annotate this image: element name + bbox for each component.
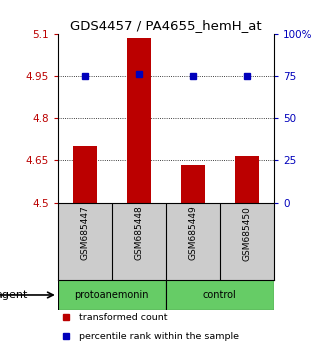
- Text: GSM685447: GSM685447: [80, 206, 89, 261]
- Text: transformed count: transformed count: [79, 313, 168, 322]
- Text: GSM685449: GSM685449: [188, 206, 197, 261]
- Bar: [235, 156, 259, 202]
- Bar: [73, 146, 97, 202]
- Text: GSM685450: GSM685450: [242, 206, 251, 261]
- Bar: [58, 280, 166, 310]
- Text: protoanemonin: protoanemonin: [75, 290, 149, 300]
- Text: control: control: [203, 290, 237, 300]
- Title: GDS4457 / PA4655_hemH_at: GDS4457 / PA4655_hemH_at: [70, 19, 262, 33]
- Bar: [127, 38, 151, 202]
- Text: GSM685448: GSM685448: [134, 206, 143, 261]
- Bar: [181, 165, 205, 202]
- Text: percentile rank within the sample: percentile rank within the sample: [79, 332, 239, 341]
- Text: agent: agent: [0, 290, 27, 300]
- Bar: [166, 280, 274, 310]
